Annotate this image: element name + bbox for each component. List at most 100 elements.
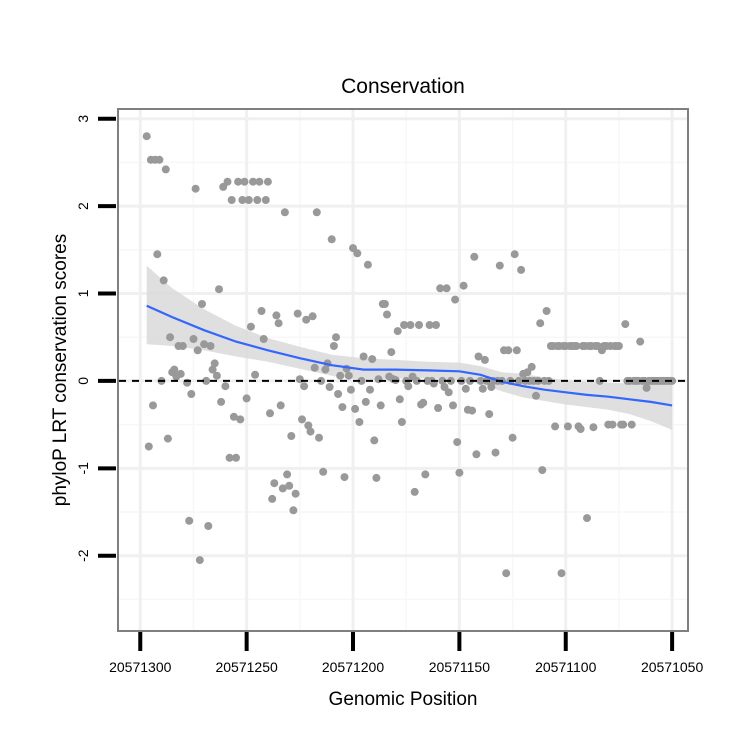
data-point <box>291 489 300 498</box>
smooth-line <box>146 304 673 407</box>
data-point <box>225 453 234 462</box>
data-point <box>557 569 566 578</box>
data-point <box>438 376 447 385</box>
data-point <box>502 569 511 578</box>
data-point <box>338 403 347 412</box>
data-point <box>153 250 162 259</box>
data-point <box>376 401 385 410</box>
data-point <box>434 404 443 412</box>
data-point <box>351 404 360 413</box>
data-point <box>240 177 249 186</box>
data-point <box>527 362 536 371</box>
data-point <box>478 384 487 393</box>
data-point <box>510 250 519 259</box>
chart-title: Conservation <box>341 75 465 98</box>
data-point <box>487 383 496 391</box>
data-point <box>542 307 551 315</box>
x-axis: 20571300 20571250 20571200 20571150 20571100… <box>109 632 703 675</box>
data-point <box>359 352 368 361</box>
data-point <box>608 420 617 429</box>
data-point <box>419 398 428 407</box>
data-point <box>206 342 215 350</box>
data-point <box>161 165 170 174</box>
data-point <box>504 346 513 355</box>
data-point <box>276 401 285 410</box>
data-point <box>166 333 175 342</box>
data-point <box>453 438 462 447</box>
data-point <box>193 346 202 355</box>
data-point <box>368 355 377 364</box>
data-point <box>508 433 517 442</box>
x-tick-label: 20571200 <box>322 659 385 675</box>
data-point <box>329 342 338 350</box>
data-point <box>410 487 419 496</box>
data-point <box>538 466 547 475</box>
data-point <box>310 363 319 372</box>
data-point <box>459 281 468 290</box>
data-point <box>627 420 636 429</box>
data-point <box>289 506 298 515</box>
data-point <box>363 260 372 269</box>
data-point <box>491 448 500 457</box>
data-point <box>185 516 194 525</box>
data-point <box>257 307 266 315</box>
data-point <box>327 235 336 244</box>
data-point <box>589 423 598 432</box>
data-point <box>300 382 309 391</box>
data-point <box>517 265 526 274</box>
data-point <box>512 346 521 355</box>
data-point <box>195 556 204 565</box>
data-point <box>451 295 460 304</box>
data-point <box>370 436 379 445</box>
data-point <box>178 342 187 350</box>
data-point <box>461 384 470 393</box>
data-point <box>332 333 340 342</box>
data-point <box>187 390 196 398</box>
data-point <box>189 335 198 343</box>
y-axis-label: phyloP LRT conservation scores <box>50 234 71 507</box>
data-point <box>270 479 279 488</box>
data-point <box>325 383 334 391</box>
data-point <box>266 409 274 418</box>
data-point <box>242 394 251 403</box>
smooth-line-group <box>146 304 673 407</box>
data-point <box>198 300 206 308</box>
data-point <box>668 376 677 385</box>
data-point <box>283 470 292 479</box>
data-point <box>551 422 560 431</box>
data-point <box>523 368 532 377</box>
data-point <box>259 335 268 343</box>
x-tick-label: 20571300 <box>109 659 172 675</box>
data-point <box>263 177 272 186</box>
x-tick-label: 20571100 <box>535 659 596 675</box>
data-point <box>223 177 232 186</box>
data-point <box>514 376 523 385</box>
panel-border <box>117 108 689 632</box>
x-axis-label: Genomic Position <box>329 689 478 710</box>
data-point <box>202 376 211 385</box>
data-point <box>563 422 572 431</box>
data-point <box>357 376 366 385</box>
data-point <box>191 184 200 193</box>
data-point <box>353 249 362 258</box>
data-point <box>204 522 213 530</box>
data-points <box>142 132 677 578</box>
y-axis: -2 -1 0 1 2 3 <box>75 115 116 562</box>
data-point <box>383 310 391 319</box>
data-point <box>308 312 317 321</box>
data-point <box>334 390 343 398</box>
data-point <box>208 365 217 374</box>
data-point <box>232 453 240 462</box>
data-point <box>142 132 151 141</box>
data-point <box>229 412 238 421</box>
data-point <box>304 421 313 430</box>
data-point <box>412 376 421 385</box>
y-tick-label: 3 <box>75 115 91 123</box>
data-point <box>144 442 153 451</box>
data-point <box>319 467 328 476</box>
data-point <box>432 321 440 329</box>
data-point <box>278 484 287 493</box>
data-point <box>246 322 255 331</box>
data-point <box>642 383 651 392</box>
data-point <box>436 284 445 293</box>
